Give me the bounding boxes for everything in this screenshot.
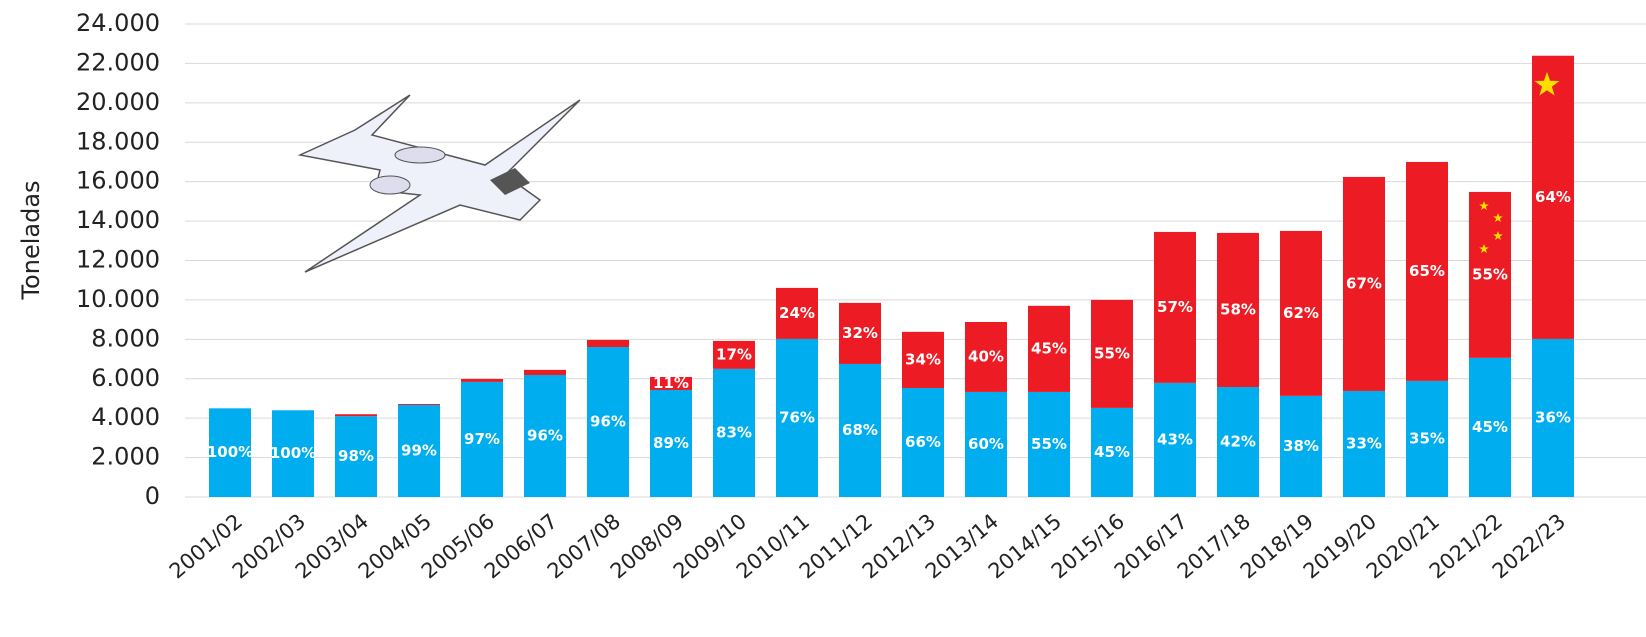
share-label: 60% [968,435,1004,453]
share-label: 33% [1346,434,1382,452]
y-tick-label: 20.000 [76,88,160,116]
share-label: 68% [842,421,878,439]
y-tick-label: 14.000 [76,206,160,234]
share-label: 83% [716,423,752,441]
share-label: 42% [1220,433,1256,451]
chart: Toneladas 0 2.000 4.000 6.000 8.000 10.000 12.… [0,0,1646,637]
bar-segment [335,414,377,416]
bar-segment [587,340,629,347]
share-label: 100% [207,443,253,461]
share-label: 11% [653,374,689,392]
share-label: 99% [401,441,437,459]
y-tick-label: 18.000 [76,127,160,155]
share-label: 17% [716,345,752,363]
share-label: 34% [905,350,941,368]
share-label: 55% [1031,435,1067,453]
share-label: 57% [1157,298,1193,316]
share-label: 55% [1094,344,1130,362]
y-tick-label: 12.000 [76,246,160,274]
share-label: 98% [338,447,374,465]
y-axis-title: Toneladas [17,180,45,300]
y-tick-label: 16.000 [76,167,160,195]
share-label: 45% [1472,418,1508,436]
share-label: 62% [1283,304,1319,322]
share-label: 35% [1409,429,1445,447]
y-tick-label: 8.000 [91,324,160,352]
share-label: 97% [464,430,500,448]
share-label: 40% [968,347,1004,365]
share-label: 65% [1409,262,1445,280]
airplane-illustration [300,95,580,272]
y-tick-label: 6.000 [91,364,160,392]
bar-segment [461,379,503,382]
share-label: 36% [1535,408,1571,426]
share-label: 45% [1094,443,1130,461]
y-tick-label: 0 [145,482,160,510]
share-label: 58% [1220,300,1256,318]
share-label: 24% [779,304,815,322]
share-label: 100% [270,444,316,462]
share-label: 76% [779,408,815,426]
share-label: 66% [905,433,941,451]
share-label: 96% [527,427,563,445]
y-tick-label: 2.000 [91,443,160,471]
share-label: 89% [653,434,689,452]
y-tick-label: 24.000 [76,9,160,37]
bar-segment [398,404,440,405]
share-label: 96% [590,413,626,431]
y-tick-label: 22.000 [76,48,160,76]
share-label: 45% [1031,339,1067,357]
share-label: 38% [1283,437,1319,455]
y-tick-label: 10.000 [76,285,160,313]
share-label: 64% [1535,188,1571,206]
share-label: 43% [1157,430,1193,448]
share-label: 32% [842,324,878,342]
share-label: 67% [1346,274,1382,292]
bar-segment [524,370,566,375]
y-tick-label: 4.000 [91,403,160,431]
share-label: 55% [1472,265,1508,283]
